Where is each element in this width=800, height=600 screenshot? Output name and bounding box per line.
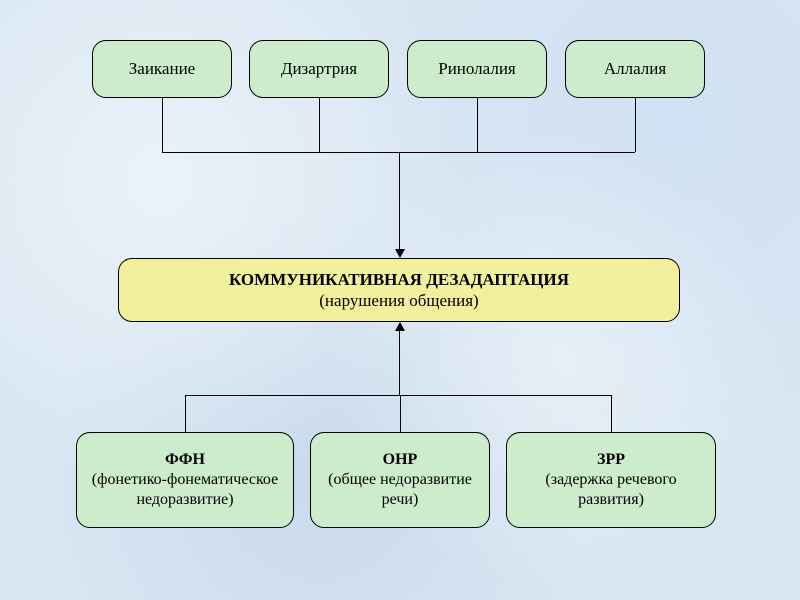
bottom-node-1: ФФН (фонетико-фонематическое недоразвити… — [76, 432, 294, 528]
bottom-node-1-sub2: недоразвитие) — [136, 490, 233, 510]
bottom-node-2-sub2: речи) — [382, 490, 419, 510]
connector-top-3 — [477, 98, 478, 152]
bottom-node-1-title: ФФН — [165, 450, 205, 470]
connector-top-1 — [162, 98, 163, 152]
top-node-1: Заикание — [92, 40, 232, 98]
top-node-1-label: Заикание — [129, 58, 195, 79]
bottom-node-3-sub1: (задержка речевого — [545, 470, 676, 490]
connector-center-to-bottom — [399, 331, 400, 395]
connector-bottom-bus — [185, 395, 611, 396]
bottom-node-1-sub1: (фонетико-фонематическое — [92, 470, 278, 490]
arrow-into-center-top — [395, 249, 405, 258]
bottom-node-2-title: ОНР — [383, 450, 418, 470]
bottom-node-3: ЗРР (задержка речевого развития) — [506, 432, 716, 528]
center-node-title: КОММУНИКАТИВНАЯ ДЕЗАДАПТАЦИЯ — [229, 269, 569, 290]
connector-top-to-center — [399, 152, 400, 249]
center-node-subtitle: (нарушения общения) — [319, 290, 478, 311]
bottom-node-2-sub1: (общее недоразвитие — [328, 470, 472, 490]
top-node-4: Аллалия — [565, 40, 705, 98]
arrow-into-center-bottom — [395, 322, 405, 331]
connector-top-4 — [635, 98, 636, 152]
top-node-2: Дизартрия — [249, 40, 389, 98]
top-node-4-label: Аллалия — [604, 58, 666, 79]
connector-bottom-2 — [400, 395, 401, 432]
connector-bottom-3 — [611, 395, 612, 432]
connector-top-2 — [319, 98, 320, 152]
bottom-node-2: ОНР (общее недоразвитие речи) — [310, 432, 490, 528]
center-node: КОММУНИКАТИВНАЯ ДЕЗАДАПТАЦИЯ (нарушения … — [118, 258, 680, 322]
connector-bottom-1 — [185, 395, 186, 432]
top-node-2-label: Дизартрия — [281, 58, 357, 79]
bottom-node-3-title: ЗРР — [597, 450, 625, 470]
top-node-3-label: Ринолалия — [438, 58, 516, 79]
top-node-3: Ринолалия — [407, 40, 547, 98]
bottom-node-3-sub2: развития) — [578, 490, 644, 510]
